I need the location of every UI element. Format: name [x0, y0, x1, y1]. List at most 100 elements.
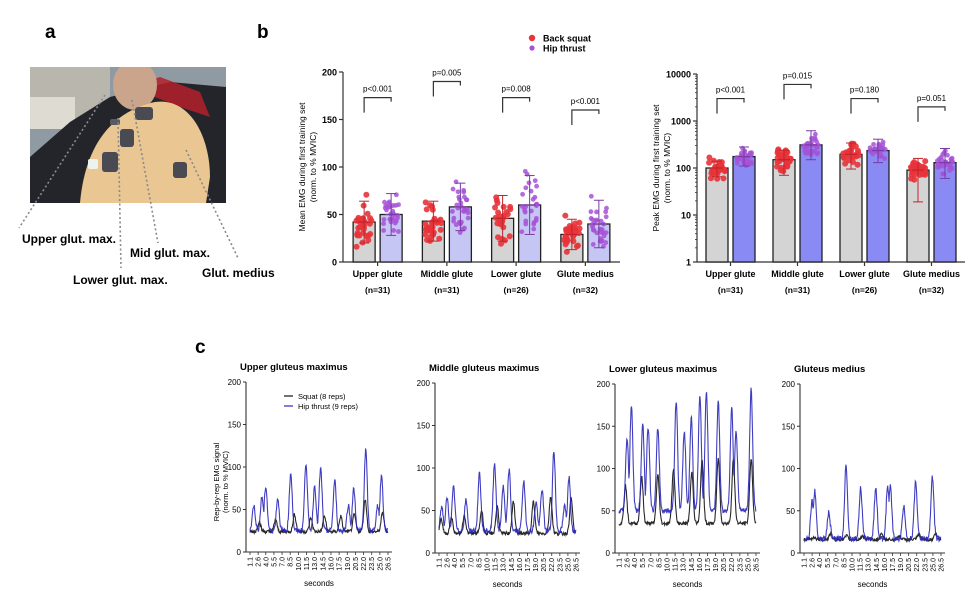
data-point-hip-thrust: [519, 204, 525, 209]
legend-hip-thrust-label: Hip thrust: [543, 44, 586, 54]
x-tick-label: 7.0: [280, 557, 287, 567]
data-point-hip-thrust: [814, 139, 819, 144]
n-label: (n=31): [718, 285, 743, 295]
data-point-back-squat: [562, 212, 569, 219]
y-axis-label-line: Rep-by-rep EMG signal: [212, 442, 221, 521]
data-point-hip-thrust: [465, 215, 471, 221]
y-tick-label: 50: [232, 506, 241, 515]
y-tick-label: 150: [228, 421, 242, 430]
data-point-hip-thrust: [392, 220, 398, 226]
x-tick-label: 8.5: [288, 557, 295, 567]
data-point-hip-thrust: [603, 209, 609, 215]
x-tick-label: 10.0: [665, 558, 672, 572]
chart-title: Lower gluteus maximus: [609, 364, 717, 375]
x-tick-label: 5.5: [271, 557, 278, 567]
y-tick-label: 0: [426, 549, 431, 558]
data-point-hip-thrust: [381, 228, 387, 233]
data-point-hip-thrust: [734, 160, 740, 166]
x-tick-label: 10.0: [296, 557, 303, 571]
bar-back-squat: [839, 153, 863, 263]
p-value-label: p<0.001: [716, 86, 746, 95]
p-value-label: p<0.001: [571, 97, 601, 106]
x-tick-label: 16.0: [328, 557, 335, 571]
data-point-hip-thrust: [526, 180, 532, 186]
x-tick-label: 10.0: [850, 558, 857, 572]
label-glut-medius: Glut. medius: [202, 266, 275, 280]
data-point-hip-thrust: [528, 208, 534, 214]
data-point-back-squat: [422, 221, 429, 228]
y-tick-label: 100: [228, 463, 242, 472]
x-tick-label: 13.0: [312, 557, 319, 571]
y-tick-label: 100: [417, 464, 431, 473]
lower-gluteus-trace-chart: Lower gluteus maximus 0 50 100 150 200 1.1 2.6 4…: [597, 364, 761, 589]
data-point-hip-thrust: [396, 229, 401, 234]
data-point-back-squat: [423, 206, 430, 213]
n-label: (n=32): [573, 285, 598, 295]
x-tick-label: 1.1: [802, 558, 809, 568]
category-label: Lower glute: [839, 269, 890, 279]
data-point-back-squat: [911, 176, 918, 183]
data-point-hip-thrust: [747, 153, 753, 159]
x-tick-label: 8.5: [656, 558, 663, 568]
x-tick-label: 16.0: [882, 558, 889, 572]
trace-squat: [618, 457, 757, 528]
panel-a-labels: Upper glut. max. Mid glut. max. Lower gl…: [22, 232, 275, 287]
electrode-placement-photo: [30, 67, 226, 203]
data-point-hip-thrust: [522, 207, 528, 213]
data-point-back-squat: [353, 243, 360, 250]
significance-bracket: [432, 80, 461, 97]
n-label: (n=31): [434, 285, 459, 295]
x-tick-label: 23.5: [922, 558, 929, 572]
data-point-back-squat: [782, 151, 789, 158]
data-point-back-squat: [365, 237, 372, 244]
y-axis-label-line: Peak EMG during first training set: [651, 104, 661, 232]
x-tick-label: 13.0: [681, 558, 688, 572]
data-point-back-squat: [422, 231, 429, 238]
data-point-hip-thrust: [454, 202, 460, 208]
data-point-hip-thrust: [588, 193, 594, 199]
p-value-label: p=0.051: [917, 94, 947, 103]
significance-bracket: [716, 97, 745, 114]
data-point-hip-thrust: [531, 221, 537, 227]
data-point-hip-thrust: [391, 228, 397, 233]
data-point-hip-thrust: [523, 185, 529, 191]
data-point-hip-thrust: [594, 230, 600, 236]
data-point-back-squat: [507, 206, 514, 213]
y-tick-label: 1000: [671, 117, 691, 127]
data-point-hip-thrust: [934, 158, 940, 164]
data-point-back-squat: [495, 234, 502, 241]
data-point-hip-thrust: [382, 205, 388, 211]
y-tick-label: 0: [237, 548, 242, 557]
data-point-back-squat: [574, 242, 581, 249]
data-point-back-squat: [360, 215, 367, 222]
y-tick-label: 150: [782, 422, 796, 431]
data-point-back-squat: [843, 149, 850, 156]
n-label: (n=32): [919, 285, 944, 295]
label-mid-glut: Mid glut. max.: [130, 246, 210, 260]
x-tick-label: 19.0: [533, 558, 540, 572]
data-point-hip-thrust: [871, 141, 876, 147]
chart-title: Gluteus medius: [794, 364, 865, 375]
y-tick-label: 200: [417, 379, 431, 388]
data-point-back-squat: [908, 171, 915, 178]
y-tick-label: 150: [417, 422, 431, 431]
data-point-back-squat: [429, 224, 436, 231]
x-tick-label: 16.0: [697, 558, 704, 572]
category-label: Glute medius: [903, 269, 960, 279]
x-tick-label: 4.0: [452, 558, 459, 568]
data-point-back-squat: [721, 167, 728, 174]
data-point-hip-thrust: [531, 226, 537, 232]
y-tick-label: 50: [786, 507, 795, 516]
legend-b: Back squat Hip thrust: [528, 34, 591, 54]
p-value-label: p=0.005: [432, 69, 462, 78]
data-point-back-squat: [720, 175, 727, 182]
category-label: Middle glute: [421, 269, 474, 279]
significance-bracket: [783, 83, 812, 100]
data-point-back-squat: [363, 191, 370, 198]
x-tick-label: 1.1: [248, 557, 255, 567]
data-point-hip-thrust: [941, 171, 947, 177]
data-point-back-squat: [920, 164, 927, 171]
data-point-hip-thrust: [386, 200, 391, 206]
data-point-hip-thrust: [519, 229, 525, 235]
data-point-back-squat: [497, 240, 504, 247]
